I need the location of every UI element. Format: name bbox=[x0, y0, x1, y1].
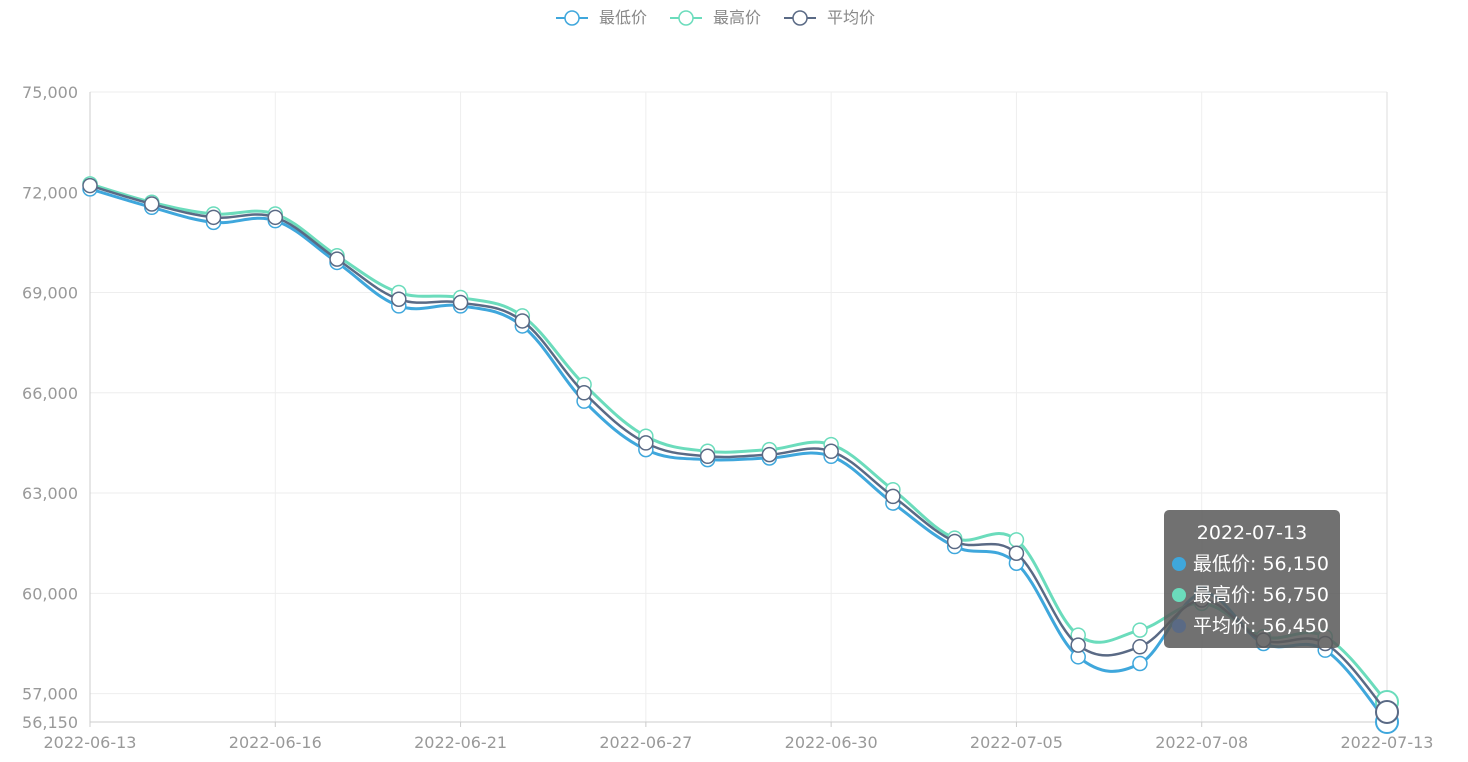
tooltip-label-low: 最低价: 56,150 bbox=[1193, 553, 1329, 575]
data-point-avg[interactable] bbox=[699, 448, 716, 465]
data-point-avg[interactable] bbox=[329, 251, 345, 267]
data-point-avg[interactable] bbox=[205, 209, 222, 226]
data-point-avg[interactable] bbox=[82, 177, 98, 194]
y-tick-label: 56,150 bbox=[22, 713, 78, 732]
y-tick-label: 72,000 bbox=[22, 183, 78, 202]
x-tick-label: 2022-07-13 bbox=[1341, 733, 1434, 752]
x-tick-label: 2022-06-27 bbox=[599, 733, 692, 752]
data-point-avg[interactable] bbox=[576, 385, 592, 401]
tooltip-label-avg: 平均价: 56,450 bbox=[1193, 615, 1329, 637]
legend-marker bbox=[564, 10, 580, 26]
legend-marker bbox=[792, 10, 808, 26]
y-tick-label: 69,000 bbox=[22, 284, 78, 303]
data-point-low[interactable] bbox=[1132, 655, 1148, 672]
y-tick-label: 75,000 bbox=[22, 83, 78, 102]
tooltip-row-avg: 平均价: 56,450 bbox=[1172, 611, 1340, 642]
tooltip-row-low: 最低价: 56,150 bbox=[1172, 549, 1340, 580]
tooltip-row-high: 最高价: 56,750 bbox=[1172, 580, 1340, 611]
legend-label: 最低价 bbox=[599, 8, 647, 27]
x-tick-label: 2022-07-08 bbox=[1155, 733, 1248, 752]
data-point-high[interactable] bbox=[1008, 532, 1025, 548]
data-point-avg[interactable] bbox=[1132, 639, 1148, 655]
x-tick-label: 2022-06-16 bbox=[229, 733, 322, 752]
x-tick-label: 2022-06-21 bbox=[414, 733, 507, 752]
data-point-avg[interactable] bbox=[946, 533, 963, 550]
series-lines bbox=[82, 176, 1399, 734]
tooltip-dot-avg bbox=[1172, 619, 1186, 633]
tooltip-title: 2022-07-13 bbox=[1196, 522, 1308, 544]
tooltip-dot-low bbox=[1172, 557, 1186, 571]
data-point-high[interactable] bbox=[1132, 622, 1148, 638]
data-point-avg[interactable] bbox=[823, 443, 839, 460]
tooltip: 2022-07-13 最低价: 56,150 最高价: 56,750 平均价: … bbox=[1164, 510, 1340, 648]
legend[interactable]: 最低价 最高价 平均价 bbox=[556, 8, 875, 27]
legend-item-high[interactable]: 最高价 bbox=[670, 8, 761, 27]
data-point-avg[interactable] bbox=[638, 435, 654, 451]
data-point-avg[interactable] bbox=[391, 291, 407, 307]
y-tick-label: 66,000 bbox=[22, 384, 78, 403]
legend-item-avg[interactable]: 平均价 bbox=[784, 8, 875, 27]
legend-label: 平均价 bbox=[827, 8, 875, 27]
axes: 56,150 57,000 60,000 63,000 66,000 69,000 72,0… bbox=[22, 83, 1433, 752]
y-tick-label: 57,000 bbox=[22, 685, 78, 704]
data-point-avg[interactable] bbox=[144, 196, 160, 212]
x-tick-label: 2022-06-30 bbox=[785, 733, 878, 752]
x-tick-label: 2022-06-13 bbox=[44, 733, 137, 752]
data-point-avg[interactable] bbox=[1070, 637, 1086, 653]
legend-label: 最高价 bbox=[713, 8, 761, 27]
x-tick-label: 2022-07-05 bbox=[970, 733, 1063, 752]
data-point-avg[interactable] bbox=[514, 313, 531, 329]
y-tick-label: 63,000 bbox=[22, 484, 78, 503]
y-tick-label: 60,000 bbox=[22, 584, 78, 603]
legend-item-low[interactable]: 最低价 bbox=[556, 8, 647, 27]
data-point-avg[interactable] bbox=[1375, 699, 1399, 724]
legend-marker bbox=[678, 10, 694, 26]
data-point-avg[interactable] bbox=[267, 209, 284, 226]
data-point-avg[interactable] bbox=[452, 294, 469, 311]
data-point-avg[interactable] bbox=[761, 446, 778, 463]
data-point-avg[interactable] bbox=[1008, 545, 1025, 561]
data-point-avg[interactable] bbox=[885, 488, 901, 505]
tooltip-dot-high bbox=[1172, 588, 1186, 602]
tooltip-label-high: 最高价: 56,750 bbox=[1193, 584, 1329, 606]
